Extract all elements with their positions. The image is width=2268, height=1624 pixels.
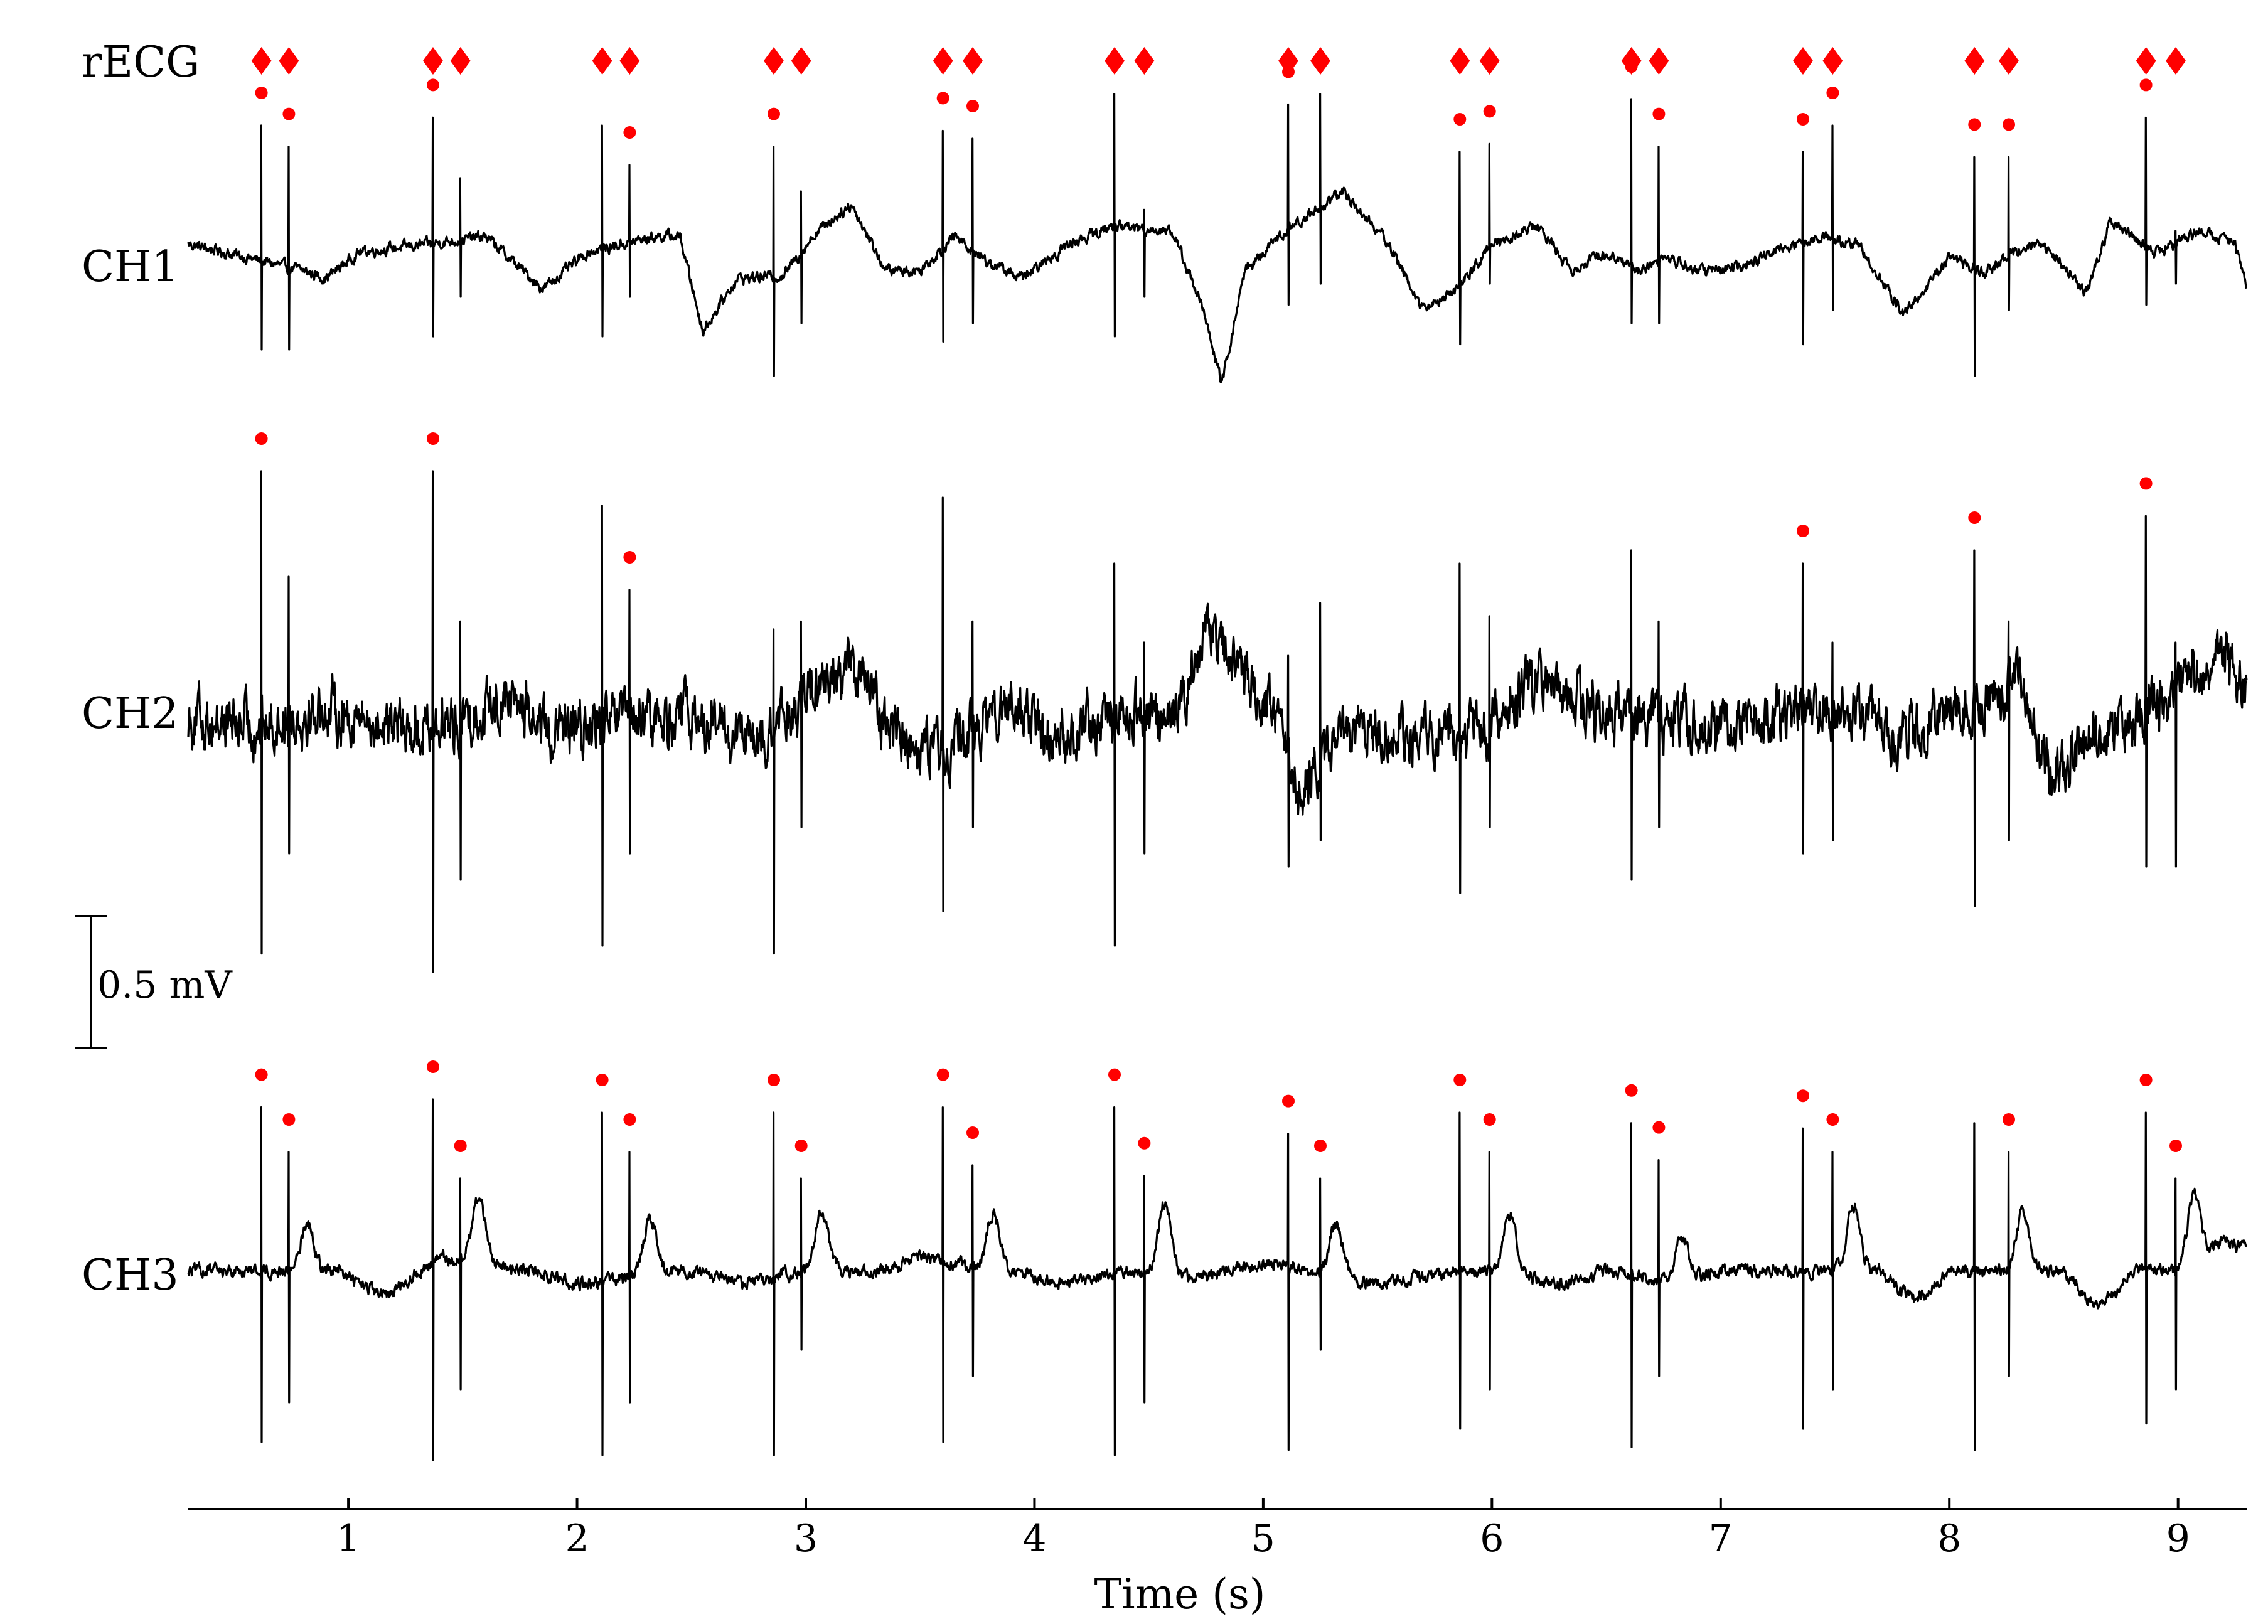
recg-marker bbox=[1964, 47, 1985, 75]
detection-dot-ch1 bbox=[282, 107, 296, 120]
recg-marker bbox=[1792, 47, 1813, 75]
detection-dot-ch3 bbox=[1625, 1084, 1638, 1097]
detection-dot-ch3 bbox=[427, 1060, 439, 1073]
recg-marker bbox=[1822, 47, 1843, 75]
recg-marker bbox=[450, 47, 471, 75]
channel-label-recg: rECG bbox=[82, 38, 200, 87]
detection-dot-ch1 bbox=[2003, 118, 2015, 131]
detection-dot-ch3 bbox=[936, 1068, 949, 1081]
recg-marker bbox=[2136, 47, 2156, 75]
x-tick-label: 1 bbox=[336, 1517, 360, 1561]
detection-dot-ch3 bbox=[794, 1140, 808, 1152]
detection-dot-ch3 bbox=[1826, 1113, 1839, 1126]
x-axis-label: Time (s) bbox=[1094, 1570, 1265, 1618]
detection-dot-ch3 bbox=[966, 1126, 979, 1139]
markers-group bbox=[251, 47, 2186, 1152]
recg-marker bbox=[2166, 47, 2186, 75]
series-line-ch3 bbox=[187, 1098, 2248, 1461]
recg-marker bbox=[1105, 47, 1125, 75]
recg-marker bbox=[279, 47, 299, 75]
detection-dot-ch1 bbox=[1797, 113, 1809, 126]
x-tick-label: 4 bbox=[1022, 1517, 1046, 1561]
recg-marker bbox=[963, 47, 983, 75]
detection-dot-ch1 bbox=[623, 126, 636, 139]
detection-dot-ch3 bbox=[1282, 1094, 1295, 1108]
detection-dot-ch3 bbox=[255, 1068, 268, 1081]
channel-label-ch2: CH2 bbox=[82, 689, 179, 739]
detection-dot-ch3 bbox=[596, 1074, 609, 1086]
recg-marker bbox=[251, 47, 272, 75]
scale-bar: 0.5 mV bbox=[75, 915, 233, 1049]
x-tick-label: 2 bbox=[565, 1517, 589, 1561]
x-tick-label: 6 bbox=[1480, 1517, 1504, 1561]
detection-dot-ch2 bbox=[2139, 477, 2153, 490]
x-axis: 1 2 3 4 5 6 7 8 9 bbox=[188, 1498, 2247, 1561]
x-tick-label: 9 bbox=[2166, 1517, 2190, 1561]
detection-dot-ch1 bbox=[255, 87, 268, 99]
recg-marker bbox=[1621, 47, 1642, 75]
detection-dot-ch3 bbox=[623, 1113, 636, 1126]
detection-dot-ch1 bbox=[768, 107, 780, 120]
detection-dot-ch1 bbox=[1968, 118, 1981, 131]
scale-bar-label: 0.5 mV bbox=[97, 963, 233, 1007]
detection-dot-ch3 bbox=[1652, 1121, 1666, 1134]
detection-dot-ch1 bbox=[1483, 105, 1496, 118]
recg-marker bbox=[1278, 47, 1298, 75]
recg-marker bbox=[1450, 47, 1470, 75]
detection-dot-ch3 bbox=[2003, 1113, 2015, 1126]
detection-dot-ch1 bbox=[1826, 87, 1839, 99]
detection-dot-ch2 bbox=[255, 432, 268, 445]
recg-marker bbox=[1479, 47, 1500, 75]
detection-dot-ch2 bbox=[623, 551, 636, 564]
detection-dot-ch3 bbox=[1453, 1074, 1467, 1086]
detection-dot-ch3 bbox=[2139, 1074, 2153, 1086]
series-line-ch1 bbox=[187, 93, 2247, 383]
detection-dot-ch3 bbox=[1108, 1068, 1121, 1081]
detection-dot-ch2 bbox=[427, 432, 439, 445]
recg-marker bbox=[1310, 47, 1330, 75]
detection-dot-ch3 bbox=[1483, 1113, 1496, 1126]
recg-marker bbox=[763, 47, 784, 75]
detection-dot-ch3 bbox=[1138, 1136, 1151, 1150]
detection-dot-ch1 bbox=[1453, 113, 1467, 126]
recg-marker bbox=[592, 47, 612, 75]
detection-dot-ch3 bbox=[1797, 1089, 1809, 1103]
recg-marker bbox=[1998, 47, 2019, 75]
detection-dot-ch3 bbox=[282, 1113, 296, 1126]
detection-dot-ch1 bbox=[2139, 78, 2153, 92]
x-tick-label: 7 bbox=[1709, 1517, 1733, 1561]
recg-marker bbox=[619, 47, 640, 75]
detection-dot-ch2 bbox=[1797, 525, 1809, 537]
x-tick-label: 5 bbox=[1251, 1517, 1275, 1561]
detection-dot-ch2 bbox=[1968, 511, 1981, 524]
recg-marker bbox=[791, 47, 811, 75]
detection-dot-ch3 bbox=[768, 1074, 780, 1086]
x-tick-label: 3 bbox=[794, 1517, 818, 1561]
detection-dot-ch1 bbox=[1652, 107, 1666, 120]
channel-label-ch1: CH1 bbox=[82, 242, 179, 292]
detection-dot-ch1 bbox=[427, 78, 439, 92]
detection-dot-ch3 bbox=[2169, 1140, 2182, 1152]
recg-marker bbox=[1649, 47, 1669, 75]
detection-dot-ch1 bbox=[966, 100, 979, 112]
recg-marker bbox=[933, 47, 953, 75]
series-line-ch2 bbox=[187, 470, 2248, 973]
recg-marker bbox=[422, 47, 443, 75]
detection-dot-ch3 bbox=[1314, 1140, 1327, 1152]
detection-dot-ch1 bbox=[936, 92, 949, 105]
traces-group bbox=[187, 93, 2248, 1461]
recg-marker bbox=[1134, 47, 1155, 75]
channel-label-ch3: CH3 bbox=[82, 1251, 179, 1300]
detection-dot-ch3 bbox=[454, 1140, 467, 1152]
x-tick-label: 8 bbox=[1937, 1517, 1961, 1561]
